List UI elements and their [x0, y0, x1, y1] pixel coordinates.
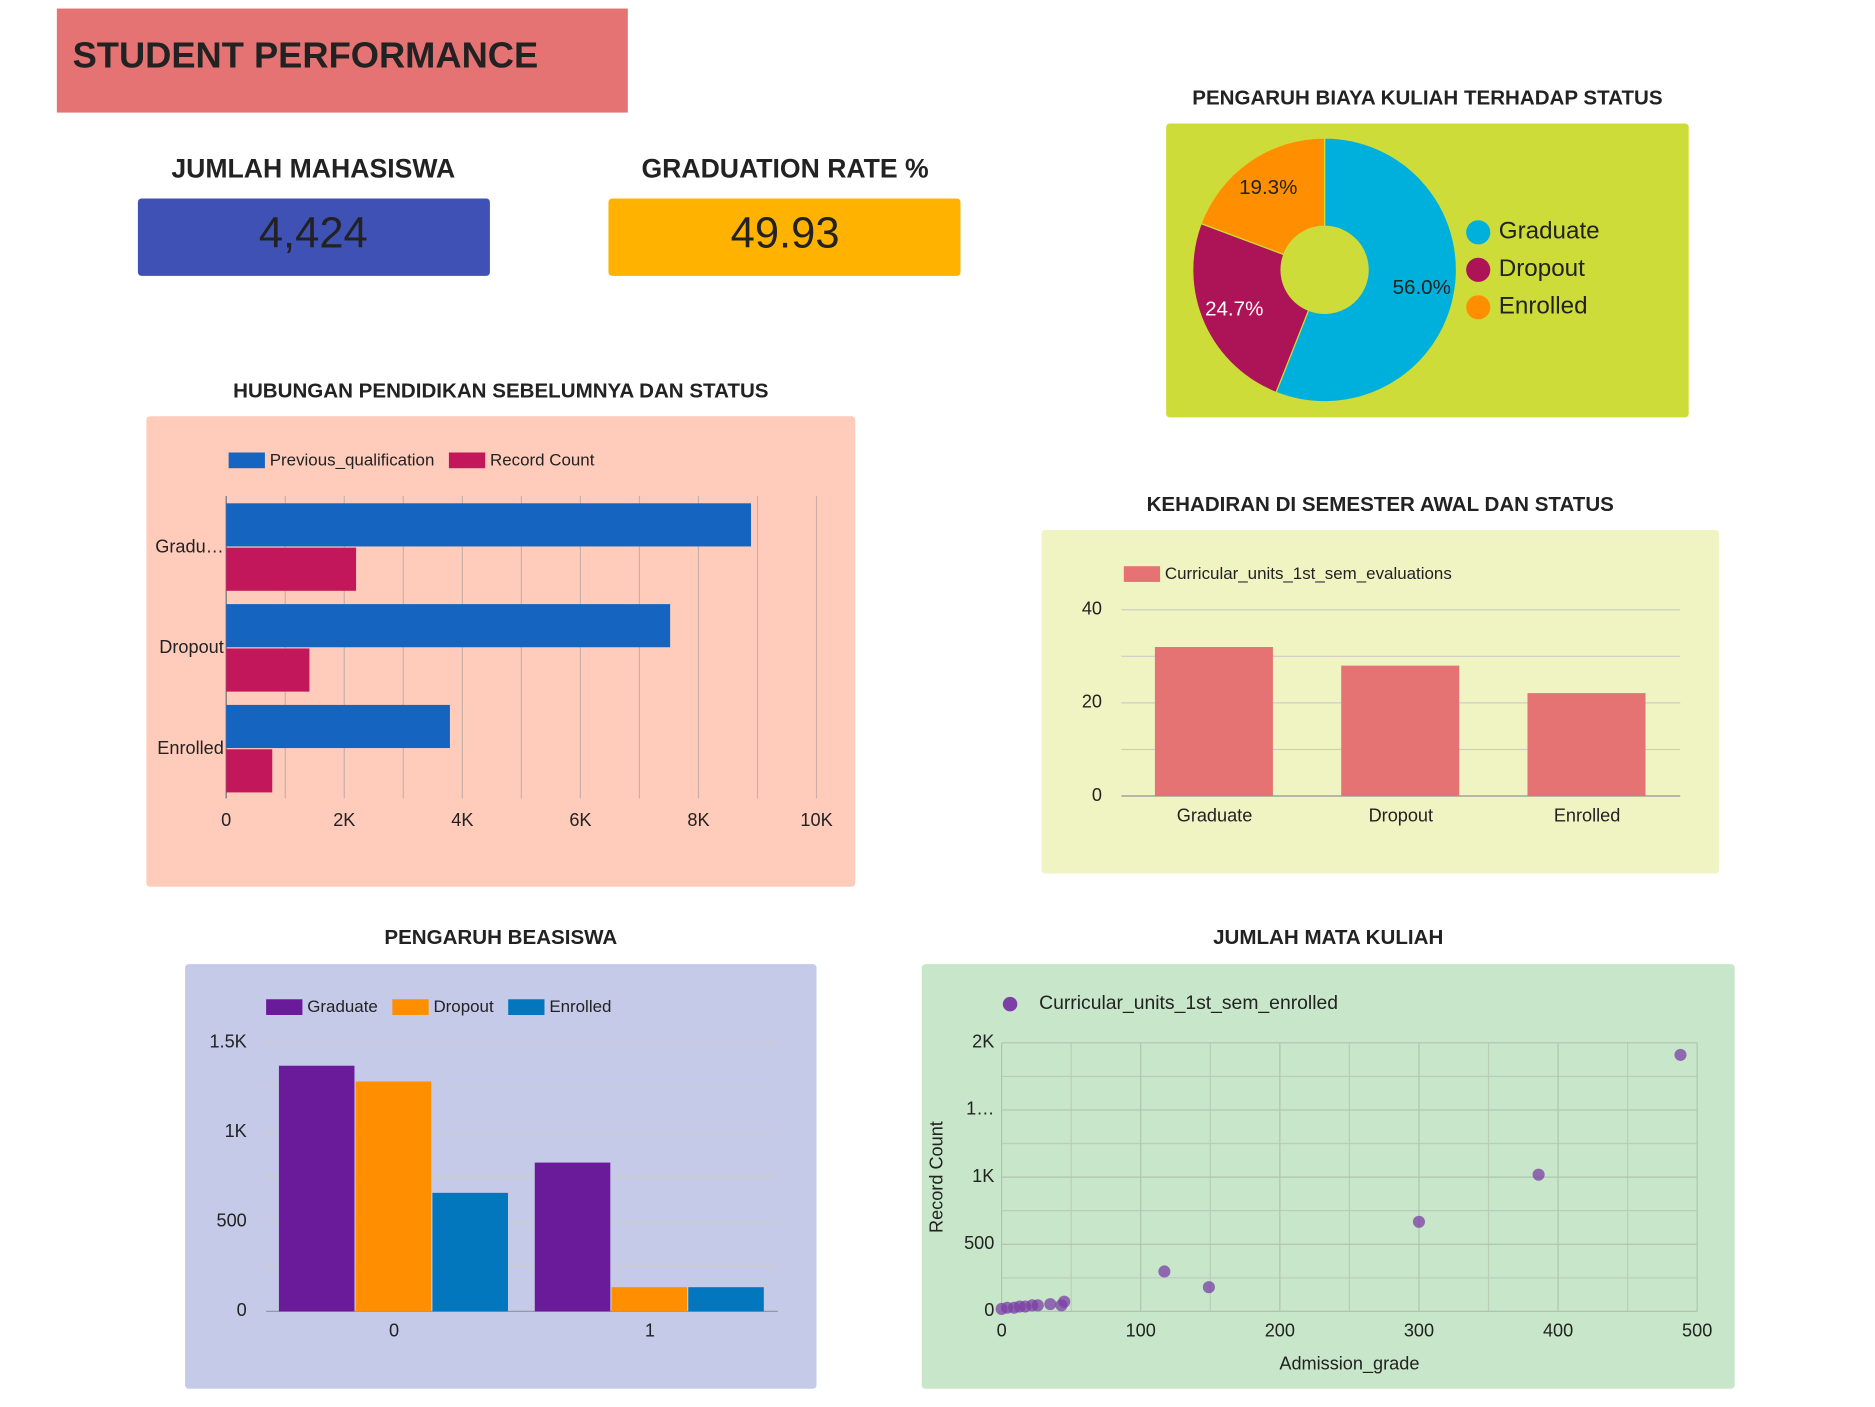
bar: [1154, 647, 1273, 797]
x-tick-label: 0: [221, 810, 231, 830]
kpi-card: [137, 198, 490, 276]
chart-title: JUMLAH MATA KULIAH: [1213, 926, 1443, 949]
x-tick-label: 6K: [569, 810, 591, 830]
x-tick-label: 4K: [451, 810, 473, 830]
scatter-point: [1031, 1299, 1044, 1312]
legend-label: Curricular_units_1st_sem_enrolled: [1039, 992, 1338, 1014]
y-tick-label: Gradu…: [155, 536, 223, 556]
x-axis-label: Admission_grade: [1279, 1353, 1419, 1374]
legend-label: Previous_qualification: [270, 450, 435, 469]
legend-marker: [228, 452, 265, 469]
bar: [226, 503, 752, 547]
legend-label: Graduate: [307, 997, 378, 1016]
legend-label: Record Count: [490, 450, 595, 469]
bar: [355, 1081, 432, 1312]
x-tick-label: 8K: [687, 810, 709, 830]
x-tick-label: 1: [645, 1321, 655, 1341]
scatter-point: [1202, 1281, 1215, 1294]
chart-title: PENGARUH BEASISWA: [384, 926, 617, 949]
y-tick-label: 2K: [972, 1032, 994, 1052]
bar: [226, 547, 357, 591]
legend-marker: [1466, 220, 1491, 245]
y-tick-label: 500: [964, 1233, 994, 1253]
bar: [534, 1162, 611, 1312]
bar: [226, 648, 310, 692]
legend-label: Dropout: [1499, 255, 1585, 282]
kpi-label: JUMLAH MAHASISWA: [171, 154, 455, 184]
bar: [278, 1065, 355, 1312]
data-label: 56.0%: [1393, 276, 1451, 299]
legend-marker: [1002, 996, 1018, 1012]
legend-marker: [448, 452, 486, 469]
scatter-point: [1058, 1295, 1071, 1308]
legend-marker: [266, 999, 303, 1015]
legend-marker: [1466, 257, 1491, 282]
scatter-point: [1158, 1265, 1171, 1278]
kpi-value: 4,424: [259, 209, 368, 257]
legend-marker: [508, 999, 545, 1015]
bar: [1527, 693, 1646, 797]
pie-slice: [1192, 222, 1310, 394]
scatter-point: [1532, 1168, 1545, 1181]
legend-marker: [1466, 295, 1491, 320]
legend-marker: [1123, 566, 1161, 582]
legend-label: Dropout: [433, 997, 494, 1016]
bar: [1341, 665, 1460, 797]
kpi-value: 49.93: [731, 209, 840, 257]
y-tick-label: 500: [217, 1211, 247, 1231]
x-tick-label: Enrolled: [1554, 805, 1621, 825]
x-tick-label: 300: [1404, 1321, 1434, 1341]
y-tick-label: Dropout: [159, 637, 223, 657]
scatter-point: [1412, 1215, 1425, 1228]
bar: [432, 1192, 508, 1312]
scatter-point: [1044, 1298, 1057, 1311]
x-tick-label: 200: [1265, 1321, 1295, 1341]
y-tick-label: Enrolled: [157, 738, 223, 758]
y-tick-label: 1.5K: [209, 1032, 246, 1052]
scatter-point: [1674, 1048, 1687, 1061]
x-tick-label: 400: [1543, 1321, 1573, 1341]
data-label: 19.3%: [1239, 176, 1297, 199]
y-tick-label: 0: [237, 1300, 247, 1320]
x-tick-label: 10K: [800, 810, 832, 830]
legend-label: Graduate: [1499, 218, 1600, 245]
bar: [226, 749, 273, 793]
bar: [688, 1287, 764, 1312]
y-tick-label: 0: [1092, 785, 1102, 805]
x-tick-label: Dropout: [1369, 805, 1433, 825]
y-tick-label: 1K: [225, 1121, 247, 1141]
pie-slice: [1200, 137, 1326, 256]
x-tick-label: 500: [1682, 1321, 1712, 1341]
y-tick-label: 1…: [966, 1099, 994, 1119]
y-tick-label: 40: [1082, 599, 1102, 619]
bar: [611, 1287, 688, 1312]
chart-title: HUBUNGAN PENDIDIKAN SEBELUMNYA DAN STATU…: [233, 379, 768, 402]
header-bg: [56, 8, 628, 113]
legend-label: Curricular_units_1st_sem_evaluations: [1165, 564, 1452, 583]
x-tick-label: 0: [997, 1321, 1007, 1341]
y-tick-label: 20: [1082, 692, 1102, 712]
x-tick-label: Graduate: [1177, 805, 1253, 825]
legend-marker: [392, 999, 429, 1015]
x-tick-label: 0: [389, 1321, 399, 1341]
page-title: STUDENT PERFORMANCE: [73, 35, 539, 76]
legend-label: Enrolled: [1499, 293, 1588, 320]
data-label: 24.7%: [1205, 297, 1263, 320]
y-axis-label: Record Count: [926, 1121, 946, 1233]
kpi-card: [608, 198, 961, 276]
x-tick-label: 100: [1126, 1321, 1156, 1341]
x-tick-label: 2K: [333, 810, 355, 830]
legend-label: Enrolled: [549, 997, 611, 1016]
y-tick-label: 1K: [972, 1166, 994, 1186]
chart-title: KEHADIRAN DI SEMESTER AWAL DAN STATUS: [1147, 493, 1614, 516]
bar: [226, 604, 671, 648]
y-tick-label: 0: [984, 1300, 994, 1320]
kpi-label: GRADUATION RATE %: [641, 154, 928, 184]
chart-title: PENGARUH BIAYA KULIAH TERHADAP STATUS: [1192, 87, 1662, 110]
bar: [226, 704, 450, 749]
pie-slice: [1275, 137, 1458, 403]
